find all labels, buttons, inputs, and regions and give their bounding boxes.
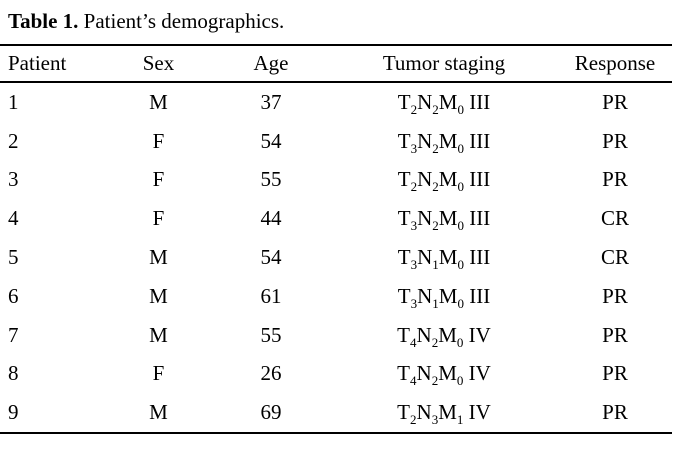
- table-row: 8 F 26 T4N2M0 IV PR: [0, 354, 672, 393]
- demographics-table: Patient Sex Age Tumor staging Response 1…: [0, 44, 672, 434]
- cell-tumor-staging: T3N2M0 III: [397, 206, 491, 234]
- cell-patient: 3: [8, 167, 19, 192]
- cell-response: CR: [600, 206, 629, 231]
- header-tumor-staging: Tumor staging: [382, 51, 506, 75]
- cell-tumor-staging: T2N2M0 III: [397, 89, 491, 118]
- cell-patient: 1: [8, 89, 19, 114]
- table-body: 1 M 37 T2N2M0 III PR 2 F 54 T3N2M0 III P…: [0, 83, 672, 432]
- cell-age: 54: [260, 128, 282, 153]
- table-caption-text: Patient’s demographics.: [78, 9, 285, 33]
- table-row: 6 M 61 T3N1M0 III PR: [0, 277, 672, 316]
- cell-patient: 8: [8, 361, 19, 386]
- cell-patient: 4: [8, 206, 19, 231]
- cell-patient: 9: [8, 400, 19, 425]
- cell-response: PR: [602, 283, 628, 308]
- header-patient: Patient: [8, 51, 67, 75]
- cell-sex: M: [149, 283, 168, 308]
- cell-patient: 5: [8, 244, 19, 269]
- cell-tumor-staging: T4N2M0 IV: [397, 361, 491, 389]
- table-row: 3 F 55 T2N2M0 III PR: [0, 161, 672, 200]
- table-row: 9 M 69 T2N3M1 IV PR: [0, 393, 672, 432]
- cell-age: 55: [260, 322, 282, 347]
- cell-age: 55: [260, 167, 282, 192]
- cell-age: 26: [260, 361, 282, 386]
- table-header-row: Patient Sex Age Tumor staging Response: [0, 46, 672, 83]
- cell-sex: F: [152, 361, 165, 386]
- cell-response: PR: [602, 167, 628, 192]
- table-caption: Table 1. Patient’s demographics.: [8, 8, 284, 34]
- cell-response: CR: [600, 244, 629, 269]
- cell-patient: 2: [8, 128, 19, 153]
- cell-response: PR: [602, 322, 628, 347]
- header-age: Age: [253, 51, 289, 75]
- cell-tumor-staging: T3N2M0 III: [397, 128, 491, 156]
- cell-tumor-staging: T4N2M0 IV: [397, 322, 491, 350]
- cell-response: PR: [602, 128, 628, 153]
- cell-response: PR: [602, 361, 628, 386]
- cell-age: 44: [260, 206, 282, 231]
- cell-patient: 7: [8, 322, 19, 347]
- table-row: 2 F 54 T3N2M0 III PR: [0, 122, 672, 161]
- cell-age: 37: [260, 89, 282, 114]
- cell-sex: M: [149, 400, 168, 425]
- cell-patient: 6: [8, 283, 19, 308]
- cell-sex: M: [149, 89, 168, 114]
- table-row: 7 M 55 T4N2M0 IV PR: [0, 316, 672, 355]
- cell-age: 61: [260, 283, 282, 308]
- cell-sex: F: [152, 167, 165, 192]
- table-row: 5 M 54 T3N1M0 III CR: [0, 238, 672, 277]
- header-response: Response: [574, 51, 656, 75]
- cell-sex: M: [149, 322, 168, 347]
- header-sex: Sex: [142, 51, 175, 75]
- cell-sex: F: [152, 128, 165, 153]
- table-row: 4 F 44 T3N2M0 III CR: [0, 199, 672, 238]
- cell-tumor-staging: T2N2M0 III: [397, 167, 491, 195]
- cell-response: PR: [602, 89, 628, 114]
- cell-tumor-staging: T3N1M0 III: [397, 244, 491, 273]
- cell-tumor-staging: T2N3M1 IV: [397, 400, 491, 428]
- table-caption-label: Table 1.: [8, 9, 79, 33]
- cell-tumor-staging: T3N1M0 III: [397, 283, 491, 311]
- cell-age: 69: [260, 400, 282, 425]
- cell-response: PR: [602, 400, 628, 425]
- cell-age: 54: [260, 244, 282, 269]
- table-row: 1 M 37 T2N2M0 III PR: [0, 83, 672, 122]
- cell-sex: M: [149, 244, 168, 269]
- cell-sex: F: [152, 206, 165, 231]
